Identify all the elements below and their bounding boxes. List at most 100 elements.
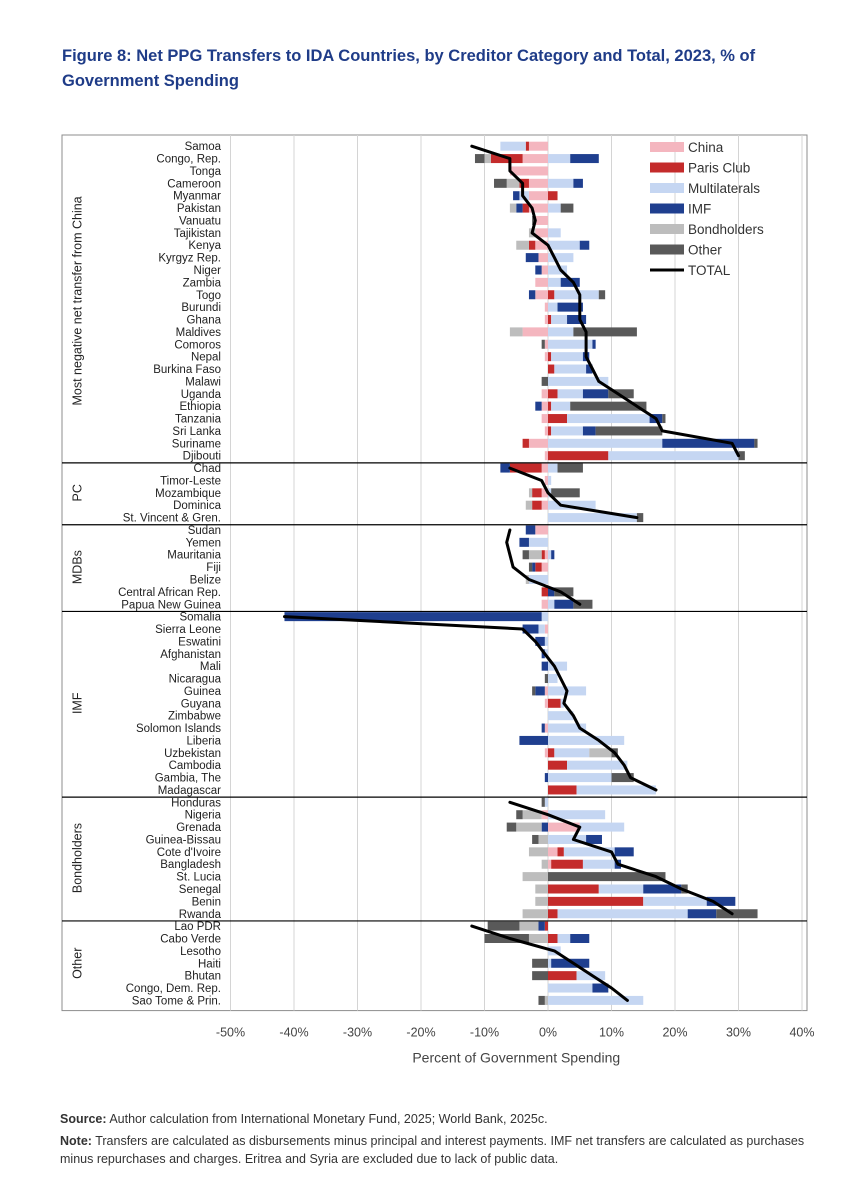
bar-bondholders-guinea-bissau — [538, 834, 548, 844]
bar-multilaterals-cote-d-ivoire — [563, 847, 615, 857]
bar-paris-club-togo — [548, 290, 555, 300]
country-label: Uganda — [181, 389, 222, 401]
bar-imf-niger — [535, 265, 542, 275]
group-label: IMF — [70, 692, 84, 714]
bar-multilaterals-ethiopia — [551, 401, 571, 411]
bar-multilaterals-uganda — [557, 389, 583, 399]
bar-other-central-african-rep — [554, 587, 574, 597]
bar-other-lao-pdr — [487, 921, 520, 931]
bar-imf-somalia — [284, 612, 542, 622]
x-tick-label: 10% — [599, 1026, 624, 1040]
country-label: Ghana — [186, 315, 221, 327]
bar-imf-suriname — [662, 438, 755, 448]
bar-imf-rwanda — [687, 909, 717, 919]
bar-paris-club-dominica — [532, 500, 542, 510]
bar-other-ethiopia — [570, 401, 647, 411]
bar-multilaterals-sierra-leone — [538, 624, 545, 634]
bar-multilaterals-grenada — [579, 822, 625, 832]
country-label: Mauritania — [167, 550, 221, 562]
bar-paris-club-suriname — [522, 438, 529, 448]
bar-multilaterals-cambodia — [567, 760, 628, 770]
bar-multilaterals-papua-new-guinea — [548, 599, 555, 609]
country-label: Comoros — [174, 339, 221, 351]
legend-label-china: China — [688, 140, 724, 155]
bar-china-burundi — [544, 302, 548, 312]
country-label: Grenada — [176, 822, 221, 834]
bar-imf-burkina-faso — [586, 364, 593, 374]
bar-imf-grenada — [541, 822, 548, 832]
bar-multilaterals-ghana — [551, 315, 568, 325]
bar-imf-central-african-rep — [548, 587, 555, 597]
bar-china-grenada — [548, 822, 580, 832]
bar-imf-comoros — [592, 339, 596, 349]
figure-title: Figure 8: Net PPG Transfers to IDA Count… — [62, 47, 756, 90]
bar-paris-club-ethiopia — [548, 401, 552, 411]
bar-imf-fiji — [532, 562, 536, 572]
bar-multilaterals-malawi — [548, 376, 609, 386]
bar-multilaterals-mali — [548, 661, 568, 671]
country-label: Burkina Faso — [153, 364, 221, 376]
bar-china-mauritania — [544, 550, 548, 560]
source-text: Author calculation from International Mo… — [106, 1112, 548, 1126]
country-label: Central African Rep. — [118, 587, 221, 599]
bar-other-togo — [598, 290, 606, 300]
country-label: Sri Lanka — [172, 426, 221, 438]
country-label: Suriname — [172, 438, 221, 450]
bar-other-vanuatu — [532, 215, 536, 225]
country-label: Tanzania — [175, 414, 222, 426]
bar-china-zambia — [535, 277, 548, 287]
bar-imf-kyrgyz-rep — [525, 253, 539, 263]
bar-imf-cabo-verde — [570, 934, 590, 944]
bar-china-uganda — [541, 389, 548, 399]
country-label: Congo, Dem. Rep. — [126, 983, 221, 995]
bar-imf-pakistan — [516, 203, 523, 213]
bar-imf-burundi — [557, 302, 583, 312]
bar-china-sudan — [535, 525, 548, 535]
bar-bondholders-nigeria — [522, 810, 542, 820]
country-label: Mozambique — [155, 488, 221, 500]
country-label: Nepal — [191, 352, 221, 364]
bar-other-malawi — [541, 376, 548, 386]
bar-multilaterals-bangladesh — [582, 859, 615, 869]
note-text: Transfers are calculated as disbursement… — [60, 1134, 805, 1166]
bar-other-sao-tome-prin — [538, 995, 545, 1005]
bar-multilaterals-eswatini — [544, 636, 548, 646]
bar-bondholders-mozambique — [528, 488, 533, 498]
country-label: Guyana — [181, 698, 222, 710]
country-label: Zambia — [183, 277, 222, 289]
country-label: Mali — [200, 661, 221, 673]
bar-imf-sri-lanka — [582, 426, 596, 436]
bar-multilaterals-maldives — [548, 327, 574, 337]
bar-china-guinea — [544, 686, 548, 696]
country-label: Niger — [194, 265, 222, 277]
bar-paris-club-uzbekistan — [548, 748, 555, 758]
bar-imf-liberia — [519, 735, 548, 745]
bar-imf-uganda — [582, 389, 609, 399]
bar-multilaterals-kyrgyz-rep — [548, 253, 574, 263]
bar-imf-gambia-the — [544, 773, 548, 783]
bar-other-suriname — [754, 438, 758, 448]
bar-other-chad — [557, 463, 583, 473]
bar-imf-benin — [706, 896, 736, 906]
bar-multilaterals-suriname — [548, 438, 663, 448]
bar-imf-yemen — [519, 537, 529, 547]
x-tick-label: -30% — [343, 1026, 372, 1040]
note-line: Note: Transfers are calculated as disbur… — [60, 1132, 830, 1168]
bar-bondholders-dominica — [525, 500, 533, 510]
bar-multilaterals-congo-dem-rep — [548, 983, 593, 993]
bar-paris-club-guyana — [548, 698, 561, 708]
bar-china-guyana — [544, 698, 548, 708]
country-label: Maldives — [176, 327, 222, 339]
country-label: Togo — [196, 290, 221, 302]
country-label: St. Lucia — [176, 872, 221, 884]
bar-imf-haiti — [551, 958, 590, 968]
bar-multilaterals-tajikistan — [548, 228, 561, 238]
bar-paris-club-kenya — [528, 240, 536, 250]
country-label: Senegal — [179, 884, 221, 896]
bar-imf-mali — [541, 661, 548, 671]
bar-multilaterals-liberia — [548, 735, 625, 745]
bar-multilaterals-mauritania — [548, 550, 552, 560]
bar-multilaterals-guinea-bissau — [548, 834, 587, 844]
bar-bondholders-kenya — [516, 240, 529, 250]
bar-other-mauritania — [522, 550, 529, 560]
